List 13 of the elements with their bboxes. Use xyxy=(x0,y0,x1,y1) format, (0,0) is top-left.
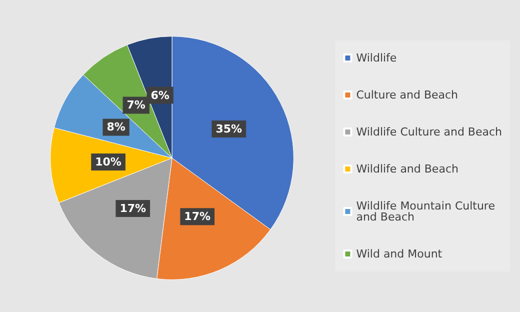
legend-label: Culture and Beach xyxy=(356,88,458,102)
data-label: 10% xyxy=(95,156,122,169)
legend-label: Wild and Mount xyxy=(356,248,443,260)
legend-label: Wildlife Culture and Beach xyxy=(356,126,502,138)
data-label: 7% xyxy=(126,98,146,112)
data-label: 17% xyxy=(120,202,146,215)
legend-label: Wildlife and Beach xyxy=(356,162,458,176)
data-label: 35% xyxy=(216,122,242,136)
legend-label: Wildlife Mountain Culture and Beach xyxy=(356,200,498,224)
data-label: 17% xyxy=(184,210,211,224)
data-label: 6% xyxy=(150,88,170,102)
legend-label: Wildlife xyxy=(356,52,397,64)
data-label: 8% xyxy=(106,120,126,134)
